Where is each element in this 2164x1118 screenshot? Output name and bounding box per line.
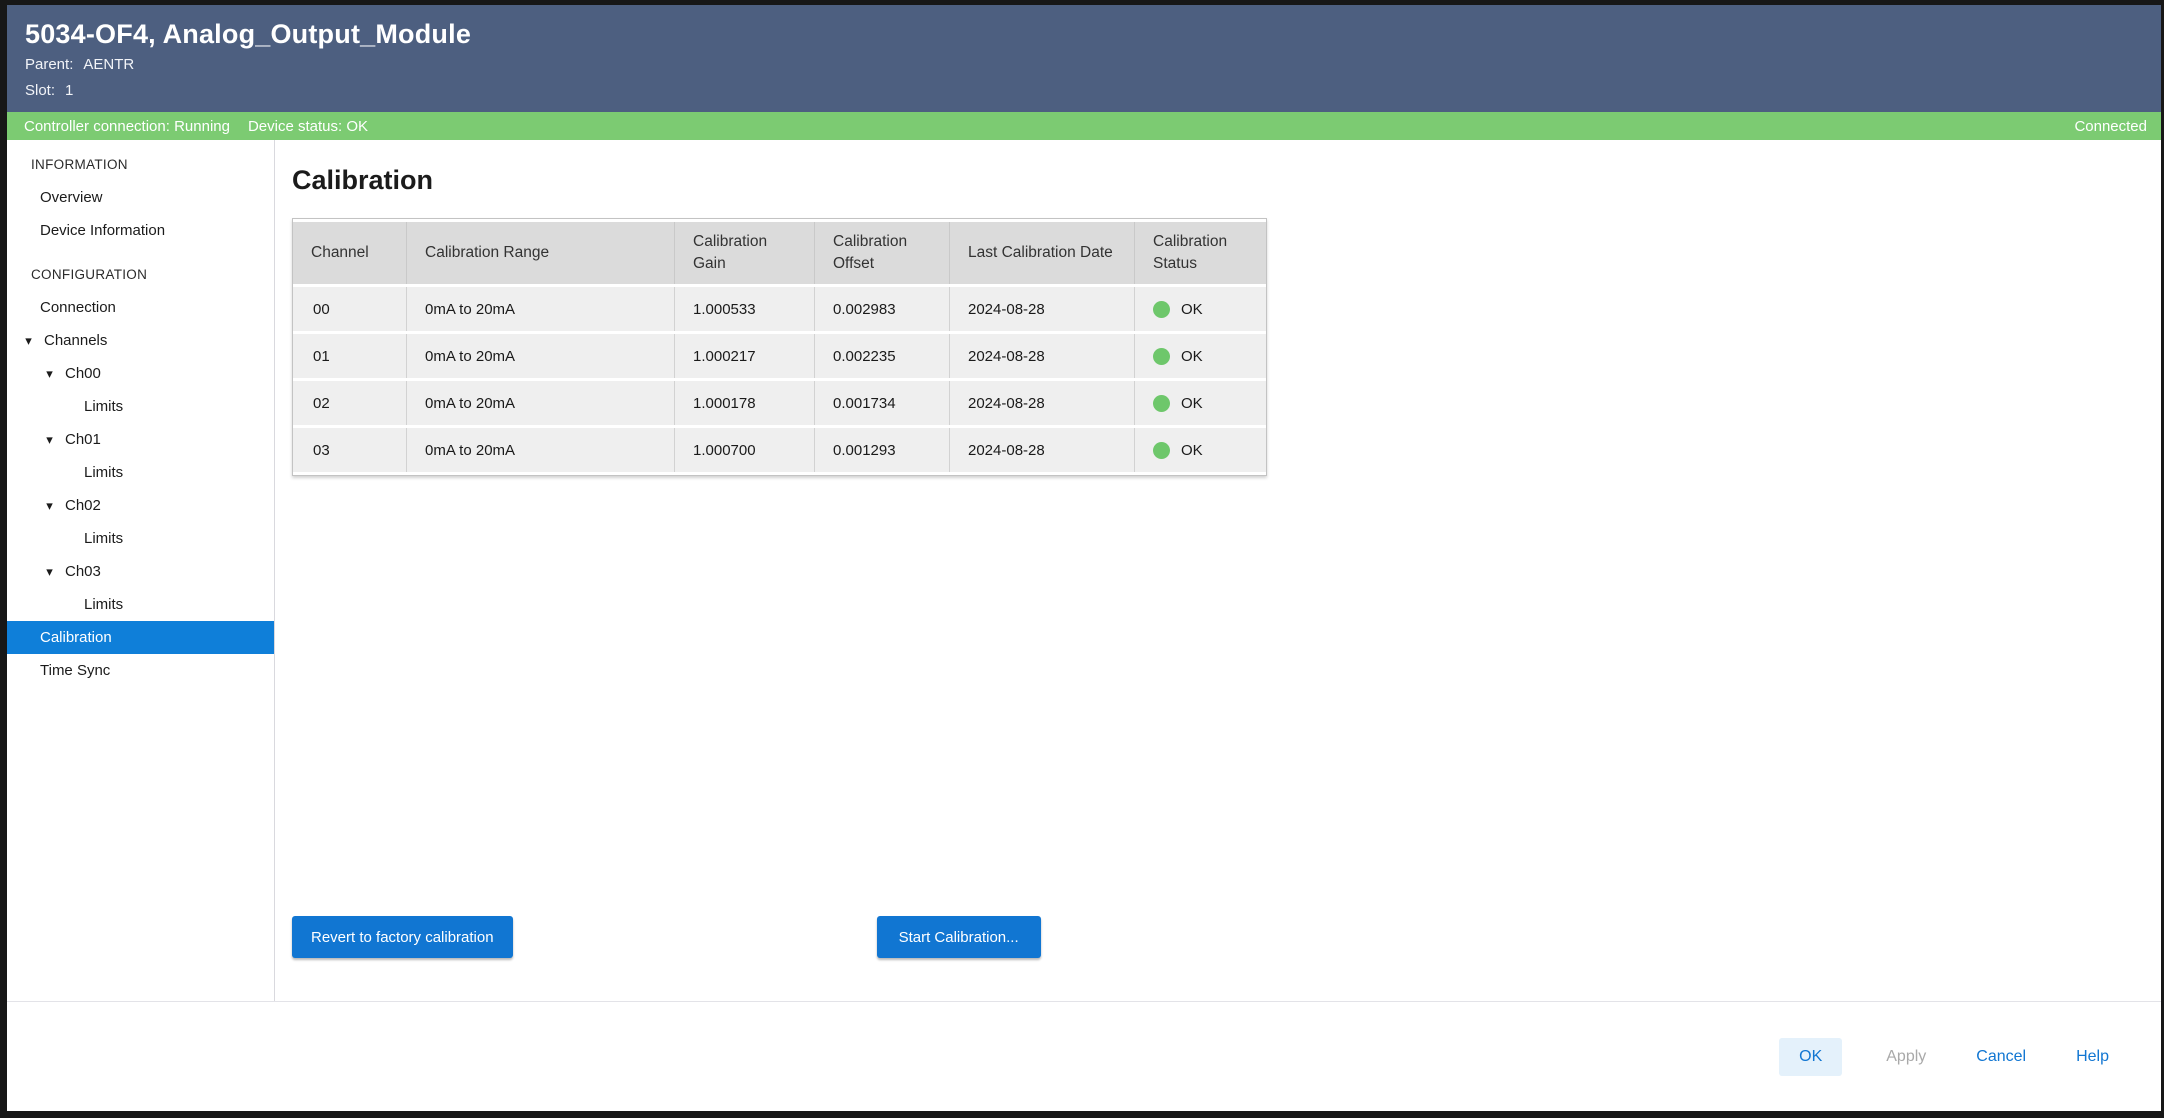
range-cell: 0mA to 20mA — [407, 428, 675, 472]
sidebar-item-label: Ch03 — [65, 563, 101, 580]
status-text: OK — [1181, 348, 1203, 365]
status-text: OK — [1181, 442, 1203, 459]
navigation-sidebar: INFORMATION Overview Device Information … — [7, 140, 275, 1001]
status-cell: OK — [1135, 334, 1266, 378]
chevron-down-icon[interactable]: ▾ — [42, 367, 57, 380]
sidebar-section-information: INFORMATION — [7, 148, 274, 181]
date-cell: 2024-08-28 — [950, 428, 1135, 472]
sidebar-item-label: Channels — [44, 332, 107, 349]
parent-label: Parent: — [25, 56, 73, 73]
help-button[interactable]: Help — [2070, 1038, 2115, 1076]
slot-value: 1 — [65, 82, 73, 99]
sidebar-item-label: Ch00 — [65, 365, 101, 382]
table-row: 01 0mA to 20mA 1.000217 0.002235 2024-08… — [293, 334, 1266, 378]
sidebar-item-label: Ch02 — [65, 497, 101, 514]
dialog-footer: OK Apply Cancel Help — [7, 1001, 2161, 1111]
table-row: 00 0mA to 20mA 1.000533 0.002983 2024-08… — [293, 287, 1266, 331]
sidebar-item-ch03-limits[interactable]: Limits — [7, 588, 274, 621]
column-header-calibration-range: Calibration Range — [407, 222, 675, 284]
offset-cell: 0.002983 — [815, 287, 950, 331]
sidebar-item-ch03[interactable]: ▾ Ch03 — [7, 555, 274, 588]
slot-label: Slot: — [25, 82, 55, 99]
cancel-button[interactable]: Cancel — [1970, 1038, 2032, 1076]
calibration-table: Channel Calibration Range Calibration Ga… — [292, 218, 1267, 476]
connection-status-bar: Controller connection: Running Device st… — [7, 112, 2161, 140]
sidebar-section-configuration: CONFIGURATION — [7, 258, 274, 291]
sidebar-item-time-sync[interactable]: Time Sync — [7, 654, 274, 687]
channel-cell: 02 — [293, 381, 407, 425]
channel-cell: 01 — [293, 334, 407, 378]
chevron-down-icon[interactable]: ▾ — [42, 565, 57, 578]
gain-cell: 1.000178 — [675, 381, 815, 425]
table-row: 02 0mA to 20mA 1.000178 0.001734 2024-08… — [293, 381, 1266, 425]
status-ok-icon — [1153, 348, 1170, 365]
chevron-down-icon[interactable]: ▾ — [42, 433, 57, 446]
channel-cell: 00 — [293, 287, 407, 331]
ok-button[interactable]: OK — [1779, 1038, 1842, 1076]
date-cell: 2024-08-28 — [950, 334, 1135, 378]
calibration-panel: Calibration Channel Calibration Range Ca… — [275, 140, 2161, 1001]
sidebar-item-channels[interactable]: ▾ Channels — [7, 324, 274, 357]
status-text: OK — [1181, 395, 1203, 412]
sidebar-item-label: Ch01 — [65, 431, 101, 448]
connected-badge: Connected — [2074, 118, 2147, 135]
device-properties-window: 5034-OF4, Analog_Output_Module Parent: AE… — [0, 0, 2164, 1118]
sidebar-item-ch01-limits[interactable]: Limits — [7, 456, 274, 489]
column-header-calibration-status: Calibration Status — [1135, 222, 1266, 284]
page-title: Calibration — [292, 164, 2161, 196]
status-cell: OK — [1135, 381, 1266, 425]
column-header-last-calibration-date: Last Calibration Date — [950, 222, 1135, 284]
gain-cell: 1.000533 — [675, 287, 815, 331]
range-cell: 0mA to 20mA — [407, 287, 675, 331]
range-cell: 0mA to 20mA — [407, 334, 675, 378]
sidebar-item-calibration[interactable]: Calibration — [7, 621, 274, 654]
parent-line: Parent: AENTR — [25, 54, 2161, 76]
slot-line: Slot: 1 — [25, 80, 2161, 102]
date-cell: 2024-08-28 — [950, 381, 1135, 425]
column-header-channel: Channel — [293, 222, 407, 284]
status-ok-icon — [1153, 395, 1170, 412]
gain-cell: 1.000700 — [675, 428, 815, 472]
channel-cell: 03 — [293, 428, 407, 472]
sidebar-item-ch01[interactable]: ▾ Ch01 — [7, 423, 274, 456]
apply-button[interactable]: Apply — [1880, 1038, 1932, 1076]
sidebar-item-connection[interactable]: Connection — [7, 291, 274, 324]
device-status: Device status: OK — [248, 118, 368, 135]
revert-factory-calibration-button[interactable]: Revert to factory calibration — [292, 916, 513, 958]
sidebar-item-ch00[interactable]: ▾ Ch00 — [7, 357, 274, 390]
table-header-row: Channel Calibration Range Calibration Ga… — [293, 222, 1266, 284]
status-ok-icon — [1153, 442, 1170, 459]
sidebar-item-ch00-limits[interactable]: Limits — [7, 390, 274, 423]
parent-value: AENTR — [83, 56, 134, 73]
sidebar-item-overview[interactable]: Overview — [7, 181, 274, 214]
date-cell: 2024-08-28 — [950, 287, 1135, 331]
status-cell: OK — [1135, 428, 1266, 472]
column-header-calibration-gain: Calibration Gain — [675, 222, 815, 284]
controller-connection-status: Controller connection: Running — [24, 118, 230, 135]
window-title: 5034-OF4, Analog_Output_Module — [25, 18, 2161, 50]
column-header-calibration-offset: Calibration Offset — [815, 222, 950, 284]
content-area: INFORMATION Overview Device Information … — [7, 140, 2161, 1001]
start-calibration-button[interactable]: Start Calibration... — [877, 916, 1041, 958]
calibration-actions: Revert to factory calibration Start Cali… — [292, 916, 1041, 958]
status-ok-icon — [1153, 301, 1170, 318]
offset-cell: 0.001293 — [815, 428, 950, 472]
chevron-down-icon[interactable]: ▾ — [21, 334, 36, 347]
status-cell: OK — [1135, 287, 1266, 331]
sidebar-item-ch02[interactable]: ▾ Ch02 — [7, 489, 274, 522]
status-text: OK — [1181, 301, 1203, 318]
offset-cell: 0.001734 — [815, 381, 950, 425]
sidebar-item-device-information[interactable]: Device Information — [7, 214, 274, 247]
offset-cell: 0.002235 — [815, 334, 950, 378]
sidebar-item-ch02-limits[interactable]: Limits — [7, 522, 274, 555]
table-row: 03 0mA to 20mA 1.000700 0.001293 2024-08… — [293, 428, 1266, 472]
titlebar: 5034-OF4, Analog_Output_Module Parent: AE… — [7, 5, 2161, 112]
chevron-down-icon[interactable]: ▾ — [42, 499, 57, 512]
gain-cell: 1.000217 — [675, 334, 815, 378]
range-cell: 0mA to 20mA — [407, 381, 675, 425]
